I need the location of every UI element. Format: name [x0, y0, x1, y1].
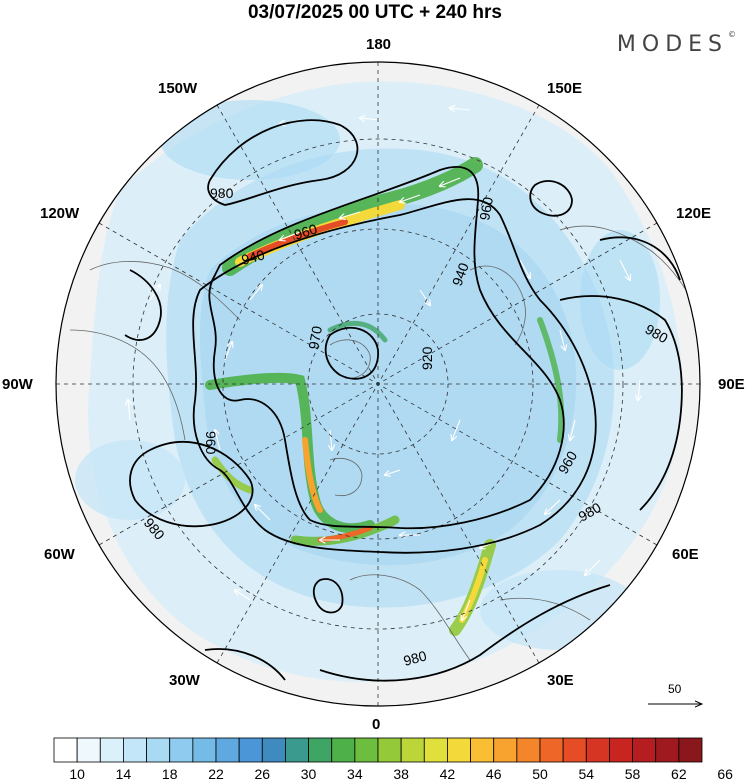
contour-label: 940 [240, 246, 267, 268]
contour-label: 920 [419, 346, 435, 370]
colorbar [53, 737, 703, 763]
lon-label-0: 0 [372, 716, 381, 733]
colorbar-tick-label: 18 [161, 766, 178, 782]
colorbar-swatch [423, 737, 448, 763]
lon-label-30w: 30W [169, 672, 200, 689]
colorbar-tick-label: 58 [624, 766, 641, 782]
colorbar-swatch [632, 737, 657, 763]
colorbar-swatch [377, 737, 402, 763]
lon-label-30e: 30E [547, 672, 574, 689]
map-disk: 980 960 940 970 920 960 940 960 980 960 … [56, 62, 700, 706]
reference-vector-label: 50 [668, 682, 682, 696]
colorbar-swatch [585, 737, 610, 763]
colorbar-tick-label: 50 [532, 766, 548, 782]
colorbar-swatch [53, 737, 78, 763]
colorbar-swatch [169, 737, 194, 763]
colorbar-swatch [308, 737, 333, 763]
colorbar-swatch [99, 737, 124, 763]
lon-label-150e: 150E [547, 80, 583, 97]
colorbar-tick-label: 14 [115, 766, 132, 782]
colorbar-tick-label: 38 [393, 766, 409, 782]
colorbar-swatch [678, 737, 703, 763]
colorbar-swatch [238, 737, 263, 763]
lon-label-120e: 120E [676, 205, 712, 222]
colorbar-tick-label: 42 [439, 766, 456, 782]
colorbar-swatch [123, 737, 147, 763]
colorbar-tick-label: 26 [254, 766, 271, 782]
contour-label: 960 [476, 196, 496, 222]
lon-label-90w: 90W [2, 376, 33, 393]
colorbar-swatch [192, 737, 217, 763]
map-boundary [55, 61, 701, 707]
colorbar-swatch [539, 737, 564, 763]
jet-stream [205, 157, 565, 636]
graticule [56, 62, 700, 706]
lon-label-120w: 120W [40, 205, 80, 222]
colorbar-swatch [354, 737, 379, 763]
colorbar-tick-label: 46 [485, 766, 502, 782]
colorbar-tick-label: 66 [717, 766, 733, 782]
colorbar-swatch [447, 737, 471, 763]
colorbar-tick-label: 62 [671, 766, 687, 782]
colorbar-swatch [215, 737, 240, 763]
contour-label: 960 [292, 220, 319, 243]
colorbar-swatch [331, 737, 356, 763]
colorbar-swatch [400, 737, 425, 763]
contour-label: 980 [210, 185, 234, 201]
contour-label: 980 [402, 647, 429, 669]
lon-label-60e: 60E [672, 546, 699, 563]
colorbar-tick-label: 54 [578, 766, 595, 782]
colorbar-tick-label: 10 [69, 766, 85, 782]
colorbar-swatch [493, 737, 518, 763]
lon-label-60w: 60W [44, 546, 75, 563]
colorbar-swatch [470, 737, 495, 763]
colorbar-swatch [516, 737, 541, 763]
colorbar-swatch [562, 737, 587, 763]
colorbar-swatch [609, 737, 633, 763]
colorbar-swatch [285, 737, 309, 763]
colorbar-swatch [76, 737, 101, 763]
colorbar-tick-label: 30 [300, 766, 317, 782]
map-title: 03/07/2025 00 UTC + 240 hrs [247, 2, 503, 23]
colorbar-swatch [261, 737, 286, 763]
brand-logo: MODES© [616, 30, 736, 57]
wind-speed-field [75, 81, 682, 683]
lon-label-90e: 90E [718, 376, 745, 393]
contour-label: 970 [305, 325, 325, 351]
contour-label: 940 [449, 260, 472, 288]
colorbar-swatch [146, 737, 171, 763]
copyright-mark: © [728, 30, 736, 39]
colorbar-tick-label: 22 [208, 766, 224, 782]
contour-label: 960 [203, 431, 219, 455]
lon-label-150w: 150W [158, 80, 198, 97]
pressure-contours [124, 119, 683, 682]
colorbar-swatch [655, 737, 680, 763]
colorbar-tick-label: 34 [347, 766, 363, 782]
lon-label-180: 180 [366, 36, 392, 53]
brand-name: MODES [616, 32, 728, 57]
